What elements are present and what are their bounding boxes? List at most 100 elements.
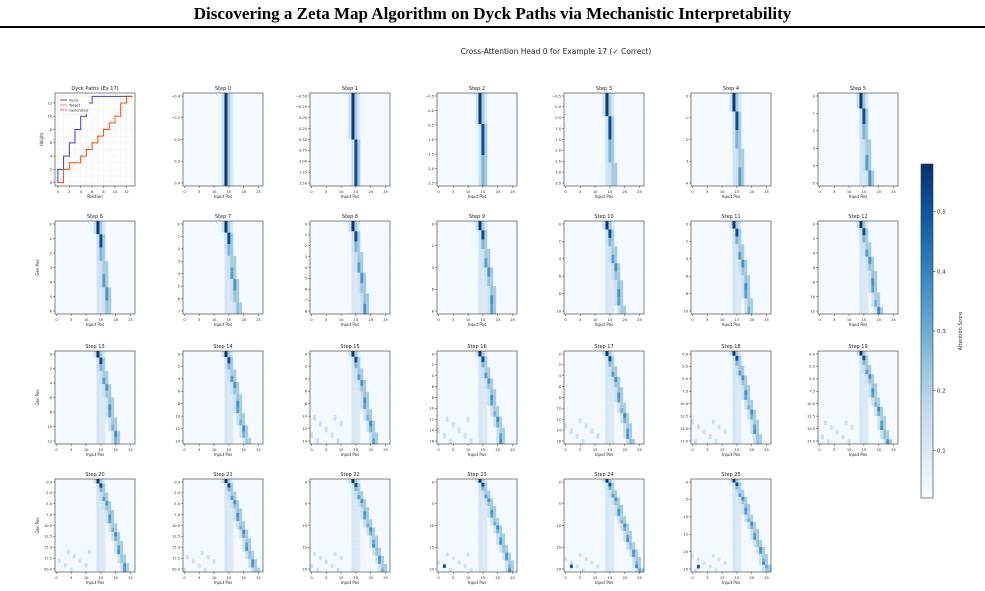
- heatmap-cell: [369, 432, 373, 439]
- heatmap-cell: [850, 221, 854, 229]
- heatmap-cell: [185, 419, 189, 426]
- heatmap-cell: [862, 242, 866, 250]
- heatmap-cell: [439, 295, 443, 305]
- heatmap-cell: [457, 438, 461, 445]
- heatmap-cell: [454, 286, 458, 296]
- heatmap-cell: [330, 438, 334, 445]
- heatmap-cell: [880, 242, 884, 250]
- heatmap-cell: [641, 297, 645, 306]
- heatmap-cell: [236, 93, 240, 187]
- heatmap-cell: [832, 93, 836, 109]
- heatmap-cell: [699, 236, 703, 245]
- heatmap-cell: [194, 388, 198, 395]
- heatmap-cell: [596, 229, 600, 238]
- heatmap-cell: [351, 272, 355, 284]
- heatmap-cell: [596, 263, 600, 272]
- heatmap-cell: [756, 167, 760, 187]
- heatmap-cell: [117, 260, 121, 275]
- heatmap-cell: [829, 242, 833, 250]
- heatmap-cell: [599, 371, 603, 377]
- y-tick-label: 3: [305, 255, 307, 259]
- heatmap-cell: [81, 390, 85, 398]
- heatmap-cell: [437, 389, 441, 395]
- heatmap-cell: [844, 108, 848, 125]
- heatmap-cell: [120, 357, 124, 365]
- heatmap-cell: [502, 438, 506, 445]
- heatmap-cell: [369, 426, 373, 433]
- heatmap-cell: [847, 124, 851, 140]
- heatmap-cell: [351, 362, 355, 369]
- heatmap-cell: [209, 419, 213, 426]
- heatmap-cell: [63, 274, 67, 288]
- heatmap-cell: [457, 304, 461, 315]
- heatmap-cell: [762, 130, 766, 149]
- heatmap-cell: [572, 288, 576, 298]
- heatmap-cell: [111, 300, 115, 315]
- heatmap-cell: [339, 397, 343, 404]
- heatmap-cell: [859, 292, 863, 300]
- heatmap-cell: [505, 356, 509, 362]
- heatmap-cell: [475, 351, 479, 357]
- heatmap-cell: [93, 410, 97, 418]
- heatmap-cell: [726, 275, 730, 284]
- heatmap-cell: [581, 397, 585, 403]
- heatmap-cell: [847, 139, 851, 156]
- heatmap-cell: [69, 384, 73, 391]
- heatmap-cell: [735, 167, 739, 187]
- heatmap-cell: [206, 244, 210, 256]
- heatmap-cell: [466, 230, 470, 240]
- heatmap-cell: [257, 406, 261, 414]
- heatmap-cell: [508, 389, 512, 395]
- heatmap-cell: [593, 237, 597, 247]
- heatmap-cell: [239, 431, 243, 438]
- heatmap-cell: [66, 357, 70, 365]
- heatmap-cell: [57, 437, 61, 445]
- heatmap-cell: [608, 382, 612, 388]
- heatmap-cell: [108, 260, 112, 275]
- heatmap-cell: [120, 384, 124, 391]
- heatmap-cell: [847, 271, 851, 279]
- heatmap-cell: [493, 416, 497, 423]
- heatmap-cell: [720, 244, 724, 253]
- heatmap-cell: [635, 392, 639, 398]
- heatmap-cell: [439, 416, 443, 423]
- heatmap-cell: [248, 388, 252, 395]
- heatmap-cell: [230, 302, 234, 315]
- heatmap-cell: [886, 278, 890, 286]
- heatmap-cell: [472, 155, 476, 187]
- heatmap-cell: [472, 433, 476, 439]
- heatmap-cell: [750, 236, 754, 245]
- heatmap-cell: [55, 384, 59, 391]
- heatmap-cell: [90, 404, 94, 411]
- heatmap-cell: [457, 394, 461, 401]
- heatmap-cell: [324, 139, 328, 187]
- heatmap-cell: [200, 382, 204, 389]
- heatmap-cell: [723, 283, 727, 291]
- heatmap-cell: [511, 124, 515, 156]
- heatmap-cell: [859, 256, 863, 264]
- heatmap-cell: [835, 124, 839, 140]
- heatmap-cell: [475, 230, 479, 240]
- heatmap-cell: [702, 267, 706, 276]
- heatmap-cell: [84, 351, 88, 358]
- heatmap-cell: [572, 351, 576, 357]
- heatmap-cell: [826, 155, 830, 171]
- heatmap-cell: [194, 267, 198, 280]
- heatmap-cell: [753, 244, 757, 253]
- heatmap-cell: [200, 363, 204, 370]
- heatmap-cell: [853, 139, 857, 156]
- y-tick-label: 0: [305, 222, 308, 226]
- heatmap-cell: [126, 384, 130, 391]
- heatmap-cell: [230, 413, 234, 420]
- heatmap-cell: [345, 356, 349, 363]
- heatmap-cell: [372, 283, 376, 294]
- heatmap-cell: [826, 285, 830, 293]
- heatmap-cell: [457, 378, 461, 384]
- heatmap-cell: [895, 256, 899, 264]
- heatmap-cell: [233, 290, 237, 303]
- heatmap-cell: [511, 295, 515, 305]
- heatmap-cell: [868, 228, 872, 236]
- heatmap-cell: [635, 116, 639, 140]
- x-tick-label: 5: [70, 448, 72, 452]
- heatmap-cell: [590, 139, 594, 163]
